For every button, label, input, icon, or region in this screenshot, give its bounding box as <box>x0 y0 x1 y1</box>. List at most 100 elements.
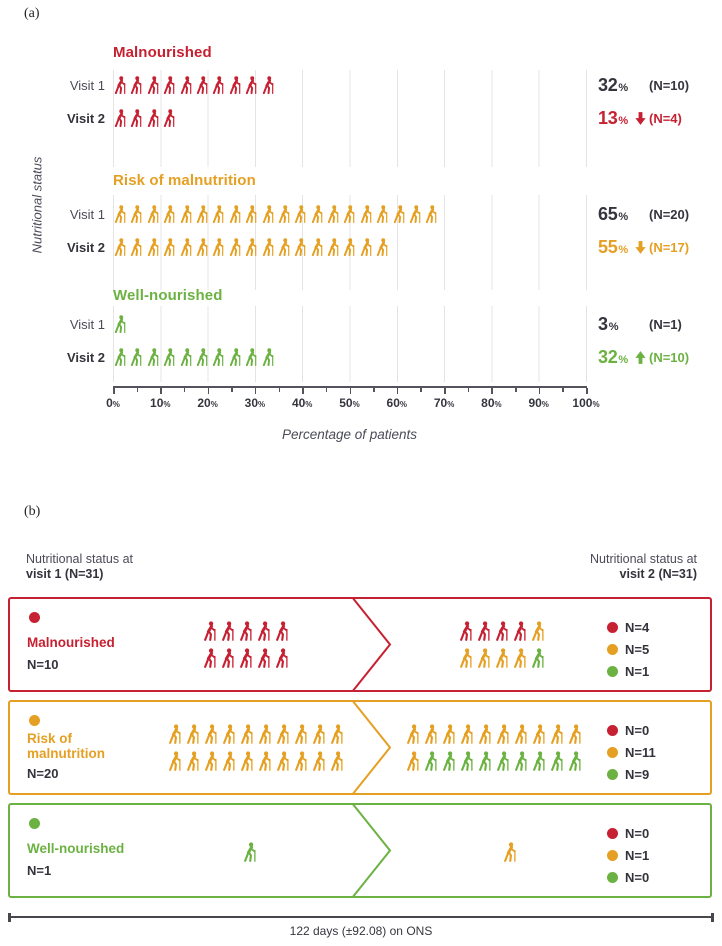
person-with-cane-icon <box>179 346 194 368</box>
person-with-cane-icon <box>203 749 220 773</box>
person-with-cane-icon <box>220 619 237 643</box>
person-with-cane-icon <box>513 722 530 746</box>
trend-arrow <box>635 240 649 254</box>
person-with-cane-icon <box>129 236 144 258</box>
percent-number: 65 <box>598 204 618 224</box>
tick-percent-sign: % <box>258 400 266 409</box>
visit-label: Visit 1 <box>69 317 105 332</box>
percent-sign: % <box>618 354 629 366</box>
tick-percent-sign: % <box>592 400 600 409</box>
legend-count: N=1 <box>625 847 650 863</box>
person-with-cane-icon <box>113 107 128 129</box>
person-with-cane-icon <box>257 749 274 773</box>
legend-count: N=5 <box>625 641 650 657</box>
percent-value: 32% <box>598 347 635 367</box>
axis-tick-label: 70% <box>434 396 454 410</box>
percent-value: 32% <box>598 75 635 95</box>
panel-b-tag: (b) <box>24 504 41 519</box>
tick-number: 100 <box>572 396 593 410</box>
percent-sign: % <box>618 244 629 256</box>
person-with-cane-icon <box>424 203 439 225</box>
flow-box-malnourished: Malnourished N=10 N=4 N=5 N=1 <box>8 597 712 692</box>
person-with-cane-icon <box>179 74 194 96</box>
person-with-cane-icon <box>129 346 144 368</box>
person-with-cane-icon <box>129 107 144 129</box>
person-with-cane-icon <box>221 722 238 746</box>
person-with-cane-icon <box>221 749 238 773</box>
tick-percent-sign: % <box>305 400 313 409</box>
percent-sign: % <box>618 211 629 223</box>
section-title-malnourished: Malnourished <box>113 44 212 61</box>
trend-arrow <box>635 350 649 364</box>
flow-box-risk-of-malnutrition: Risk of malnutrition N=20 N=0 N=11 N=9 <box>8 700 712 795</box>
person-with-cane-icon <box>162 203 177 225</box>
tick-percent-sign: % <box>447 400 455 409</box>
pictogram-row <box>502 840 519 864</box>
person-with-cane-icon <box>310 236 325 258</box>
person-with-cane-icon <box>423 749 440 773</box>
percent-annotation: 32% (N=10) <box>598 347 689 367</box>
person-with-cane-icon <box>244 74 259 96</box>
person-with-cane-icon <box>261 74 276 96</box>
n-count-label: (N=4) <box>649 110 682 126</box>
percent-number: 32 <box>598 75 618 95</box>
person-with-cane-icon <box>531 722 548 746</box>
axis-tick <box>254 388 257 394</box>
person-with-cane-icon <box>375 236 390 258</box>
pictogram-row <box>458 619 547 643</box>
person-with-cane-icon <box>405 722 422 746</box>
status-dot-red <box>29 612 40 623</box>
person-with-cane-icon <box>459 749 476 773</box>
legend-dot-green <box>607 871 618 883</box>
pictogram-row <box>242 840 259 864</box>
legend-dot-red <box>607 724 618 736</box>
person-with-cane-icon <box>277 236 292 258</box>
pictogram-row <box>202 646 291 670</box>
percent-annotation: 65% (N=20) <box>598 204 689 224</box>
person-with-cane-icon <box>113 74 128 96</box>
person-with-cane-icon <box>311 749 328 773</box>
person-with-cane-icon <box>513 749 530 773</box>
person-with-cane-icon <box>203 722 220 746</box>
tick-number: 30 <box>244 396 259 410</box>
status-name-line: malnutrition <box>27 746 105 761</box>
visit1-icon-group <box>202 619 291 670</box>
percent-number: 55 <box>598 237 618 257</box>
percent-value: 13% <box>598 108 635 128</box>
person-with-cane-icon <box>146 203 161 225</box>
legend-item: N=0 <box>607 866 649 888</box>
tick-percent-sign: % <box>112 400 120 409</box>
visit-label: Visit 2 <box>66 240 105 255</box>
outcome-legend: N=0 N=1 N=0 <box>607 822 649 888</box>
axis-tick <box>444 388 446 394</box>
person-with-cane-icon <box>242 840 259 864</box>
outcome-legend: N=0 N=11 N=9 <box>607 719 656 785</box>
axis-tick <box>349 388 351 394</box>
person-with-cane-icon <box>502 840 519 864</box>
tick-number: 50 <box>339 396 353 410</box>
tick-number: 20 <box>197 396 211 410</box>
percent-value: 55% <box>598 237 635 257</box>
percent-value: 65% <box>598 204 635 224</box>
person-with-cane-icon <box>239 749 256 773</box>
flow-box-well-nourished: Well-nourished N=1 N=0 N=1 N=0 <box>8 803 712 898</box>
x-axis: 0% 10% 20% 30% 40% 50% 60% 70% 80% 90% 100% <box>106 386 600 410</box>
person-with-cane-icon <box>310 203 325 225</box>
n-count-label: (N=20) <box>649 206 690 222</box>
pictogram-row <box>167 749 346 773</box>
person-with-cane-icon <box>113 313 128 335</box>
percent-sign: % <box>618 115 629 127</box>
legend-count: N=4 <box>625 619 650 635</box>
pictogram-row <box>405 749 584 773</box>
legend-dot-orange <box>607 643 618 655</box>
tick-percent-sign: % <box>352 400 360 409</box>
percent-annotation: 3% (N=1) <box>598 314 682 334</box>
axis-tick <box>302 388 304 394</box>
person-with-cane-icon <box>195 236 210 258</box>
person-with-cane-icon <box>549 722 566 746</box>
percent-annotation: 32% (N=10) <box>598 75 689 95</box>
person-with-cane-icon <box>459 722 476 746</box>
person-with-cane-icon <box>211 236 226 258</box>
trend-up-arrow-icon <box>635 350 646 364</box>
pictogram-row-well-nourished <box>113 313 128 335</box>
